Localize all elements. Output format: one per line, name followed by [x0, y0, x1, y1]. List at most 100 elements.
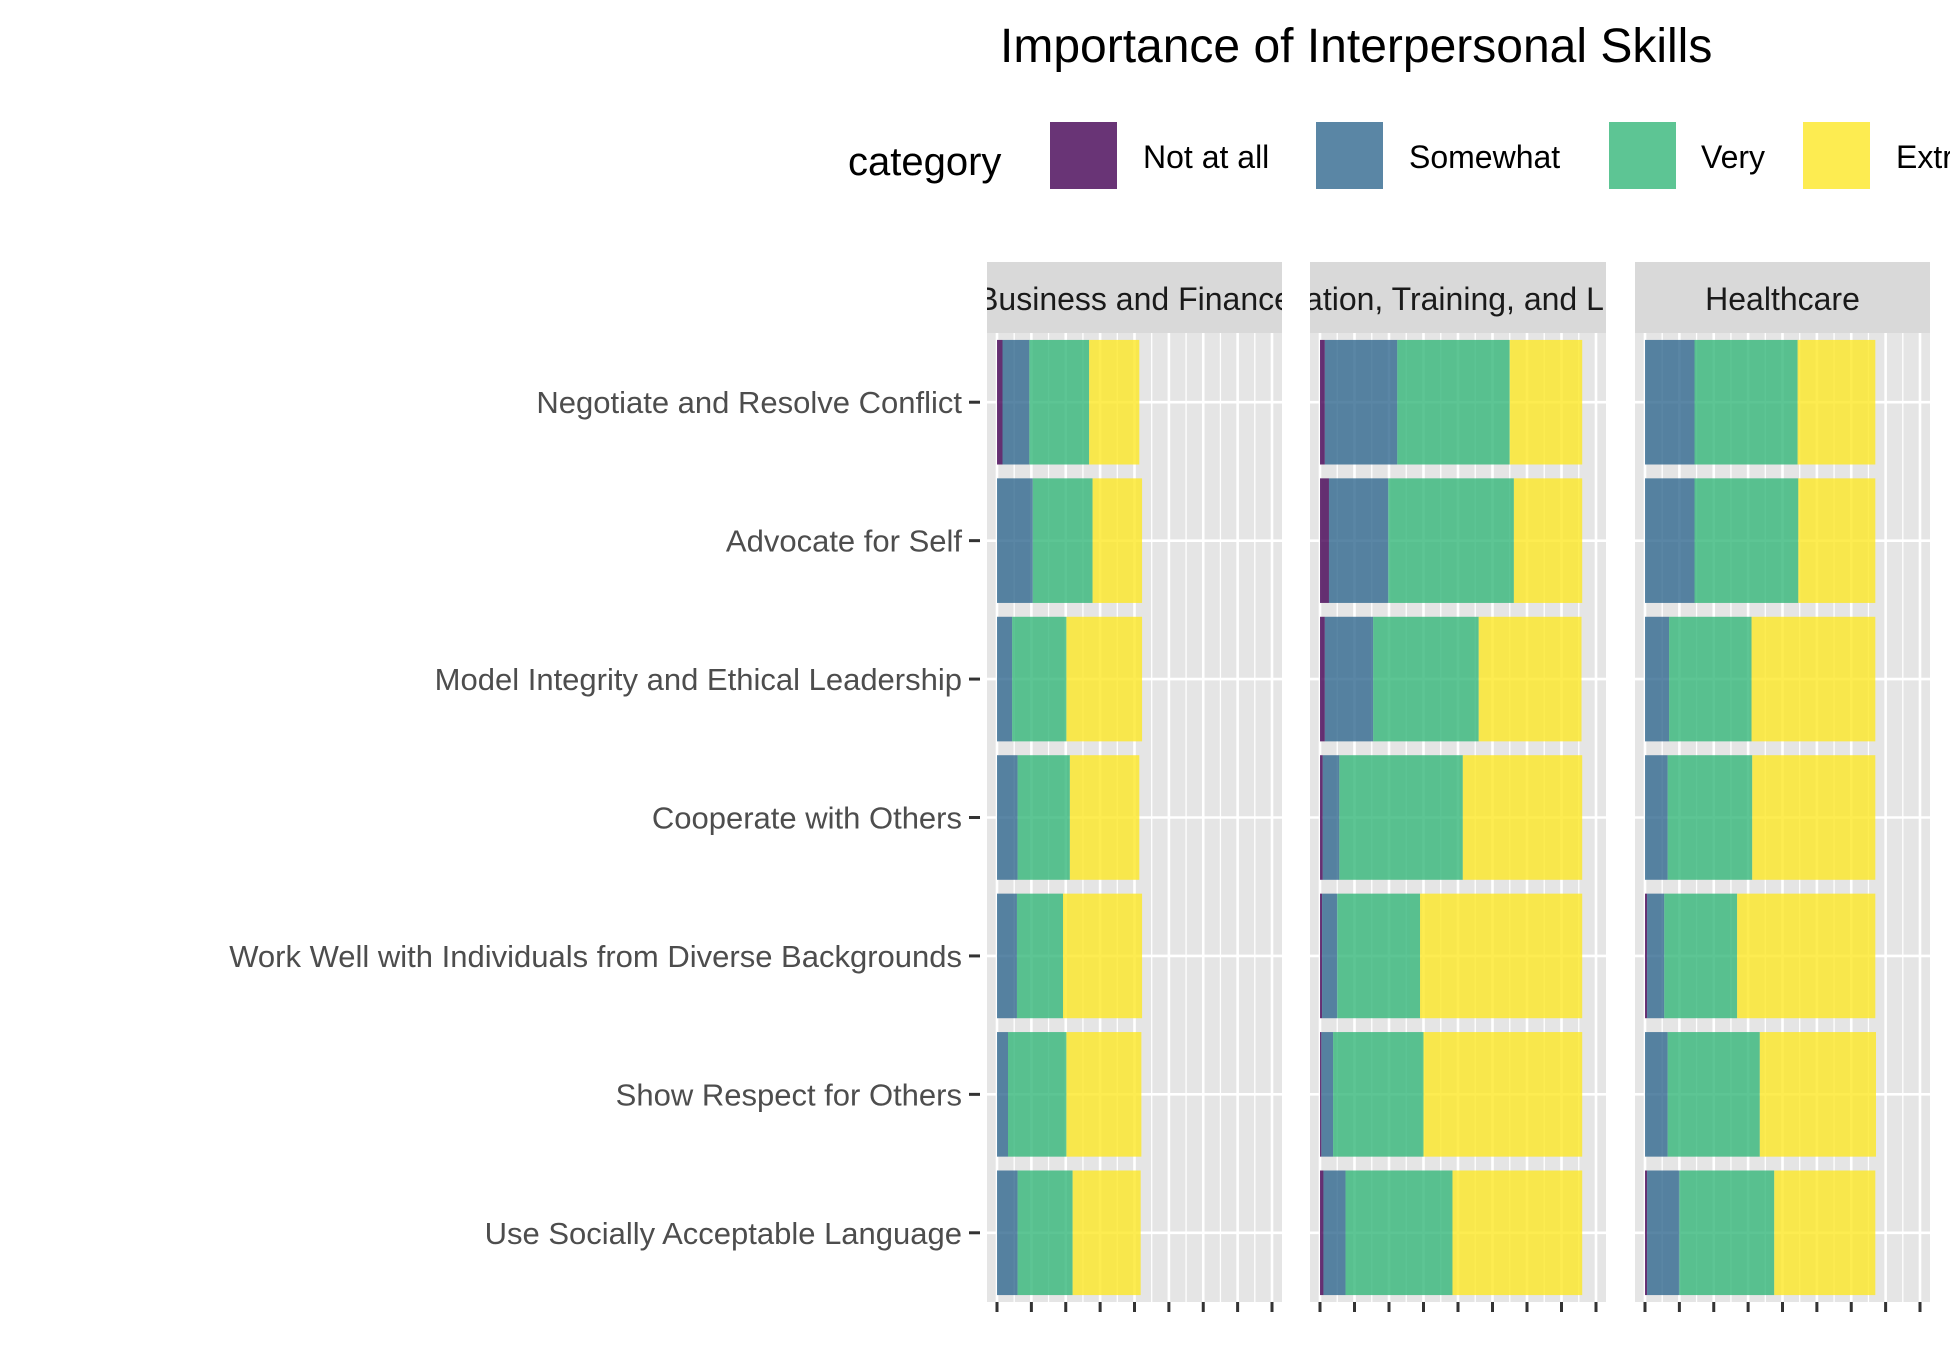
bar-extremely-work-well-with-individuals-from-diverse-backgrounds: [1420, 893, 1583, 1019]
bar-extremely-use-socially-acceptable-language: [1072, 1170, 1141, 1296]
bar-extremely-show-respect-for-others: [1759, 1032, 1876, 1157]
panel-business-and-finance: Business and Finance: [977, 262, 1292, 1312]
bar-extremely-use-socially-acceptable-language: [1452, 1170, 1583, 1296]
bar-very-cooperate-with-others: [1667, 755, 1753, 880]
legend-label-not-at-all: Not at all: [1143, 139, 1269, 175]
y-tick-label-model-integrity-and-ethical-leadership: Model Integrity and Ethical Leadership: [435, 662, 962, 697]
bar-somewhat-cooperate-with-others: [997, 755, 1018, 880]
bar-very-advocate-for-self: [1032, 478, 1093, 603]
bar-somewhat-show-respect-for-others: [1321, 1032, 1334, 1157]
bar-very-show-respect-for-others: [1667, 1032, 1760, 1157]
bar-extremely-cooperate-with-others: [1462, 755, 1583, 880]
y-tick-label-negotiate-and-resolve-conflict: Negotiate and Resolve Conflict: [536, 385, 962, 420]
bar-somewhat-advocate-for-self: [1645, 478, 1695, 603]
bar-somewhat-advocate-for-self: [1328, 478, 1389, 603]
panel-education-training-and-library: Education, Training, and Library: [1232, 262, 1684, 1312]
bar-very-model-integrity-and-ethical-leadership: [1669, 616, 1752, 742]
y-tick-label-show-respect-for-others: Show Respect for Others: [616, 1077, 962, 1112]
bar-extremely-negotiate-and-resolve-conflict: [1797, 339, 1876, 465]
bar-somewhat-show-respect-for-others: [1645, 1032, 1668, 1157]
facet-label-education-training-and-library: Education, Training, and Library: [1232, 281, 1684, 317]
facet-strip: [1310, 262, 1606, 333]
bar-very-model-integrity-and-ethical-leadership: [1373, 616, 1479, 742]
legend-label-somewhat: Somewhat: [1409, 139, 1560, 175]
bar-not-at-all-advocate-for-self: [1320, 478, 1329, 603]
bar-somewhat-negotiate-and-resolve-conflict: [1002, 339, 1030, 465]
bar-somewhat-model-integrity-and-ethical-leadership: [997, 616, 1013, 742]
bar-extremely-model-integrity-and-ethical-leadership: [1478, 616, 1582, 742]
bar-extremely-model-integrity-and-ethical-leadership: [1066, 616, 1143, 742]
bar-very-cooperate-with-others: [1339, 755, 1463, 880]
bar-not-at-all-negotiate-and-resolve-conflict: [1320, 339, 1325, 465]
facet-strip: [1635, 262, 1930, 333]
legend-key-very: [1609, 122, 1676, 189]
y-tick-label-advocate-for-self: Advocate for Self: [726, 524, 962, 559]
bar-not-at-all-use-socially-acceptable-language: [1320, 1170, 1324, 1296]
bar-somewhat-use-socially-acceptable-language: [1647, 1170, 1680, 1296]
bar-extremely-cooperate-with-others: [1069, 755, 1140, 880]
bar-somewhat-advocate-for-self: [997, 478, 1033, 603]
bar-somewhat-cooperate-with-others: [1645, 755, 1668, 880]
bar-very-use-socially-acceptable-language: [1345, 1170, 1453, 1296]
bar-very-work-well-with-individuals-from-diverse-backgrounds: [1016, 893, 1063, 1019]
legend-key-extremely: [1803, 122, 1870, 189]
bar-not-at-all-work-well-with-individuals-from-diverse-backgrounds: [1645, 893, 1648, 1019]
bar-extremely-negotiate-and-resolve-conflict: [1089, 339, 1140, 465]
bar-very-work-well-with-individuals-from-diverse-backgrounds: [1664, 893, 1738, 1019]
y-tick-label-work-well-with-individuals-from-diverse-backgrounds: Work Well with Individuals from Diverse …: [229, 939, 962, 974]
bar-very-use-socially-acceptable-language: [1017, 1170, 1073, 1296]
legend: category Not at all Somewhat Very Extremely: [848, 122, 1950, 189]
bar-extremely-work-well-with-individuals-from-diverse-backgrounds: [1063, 893, 1143, 1019]
bar-somewhat-model-integrity-and-ethical-leadership: [1645, 616, 1670, 742]
facet-label-healthcare: Healthcare: [1705, 281, 1860, 317]
bar-somewhat-use-socially-acceptable-language: [997, 1170, 1018, 1296]
bar-very-advocate-for-self: [1694, 478, 1799, 603]
y-tick-label-cooperate-with-others: Cooperate with Others: [652, 801, 962, 836]
bar-extremely-show-respect-for-others: [1066, 1032, 1142, 1157]
bar-not-at-all-negotiate-and-resolve-conflict: [997, 339, 1003, 465]
legend-label-very: Very: [1701, 139, 1765, 175]
bar-extremely-work-well-with-individuals-from-diverse-backgrounds: [1737, 893, 1876, 1019]
bar-somewhat-work-well-with-individuals-from-diverse-backgrounds: [1647, 893, 1665, 1019]
bar-somewhat-negotiate-and-resolve-conflict: [1324, 339, 1398, 465]
bar-not-at-all-model-integrity-and-ethical-leadership: [1320, 616, 1325, 742]
legend-label-extremely: Extremely: [1896, 139, 1950, 175]
panel-healthcare: Healthcare: [1635, 262, 1930, 1312]
bar-very-negotiate-and-resolve-conflict: [1397, 339, 1510, 465]
bar-somewhat-work-well-with-individuals-from-diverse-backgrounds: [1322, 893, 1338, 1019]
bar-not-at-all-show-respect-for-others: [1320, 1032, 1322, 1157]
bar-extremely-show-respect-for-others: [1423, 1032, 1583, 1157]
bar-somewhat-use-socially-acceptable-language: [1323, 1170, 1346, 1296]
y-tick-label-use-socially-acceptable-language: Use Socially Acceptable Language: [485, 1216, 962, 1251]
bar-not-at-all-work-well-with-individuals-from-diverse-backgrounds: [1320, 893, 1323, 1019]
bar-somewhat-negotiate-and-resolve-conflict: [1645, 339, 1695, 465]
bar-somewhat-cooperate-with-others: [1322, 755, 1340, 880]
bar-not-at-all-use-socially-acceptable-language: [1645, 1170, 1648, 1296]
bar-somewhat-work-well-with-individuals-from-diverse-backgrounds: [997, 893, 1017, 1019]
facet-strip: [987, 262, 1282, 333]
bar-very-show-respect-for-others: [1008, 1032, 1067, 1157]
bar-very-negotiate-and-resolve-conflict: [1029, 339, 1090, 465]
bar-extremely-negotiate-and-resolve-conflict: [1509, 339, 1583, 465]
bar-very-model-integrity-and-ethical-leadership: [1012, 616, 1067, 742]
bar-very-advocate-for-self: [1388, 478, 1514, 603]
bar-very-show-respect-for-others: [1333, 1032, 1424, 1157]
bar-extremely-advocate-for-self: [1513, 478, 1583, 603]
legend-key-not-at-all: [1050, 122, 1117, 189]
bar-extremely-use-socially-acceptable-language: [1774, 1170, 1876, 1296]
bar-extremely-advocate-for-self: [1798, 478, 1876, 603]
facet-label-business-and-finance: Business and Finance: [977, 281, 1292, 317]
legend-key-somewhat: [1316, 122, 1383, 189]
bar-very-negotiate-and-resolve-conflict: [1694, 339, 1798, 465]
bar-somewhat-model-integrity-and-ethical-leadership: [1324, 616, 1374, 742]
chart-title: Importance of Interpersonal Skills: [1000, 20, 1712, 73]
bar-very-use-socially-acceptable-language: [1679, 1170, 1775, 1296]
legend-title: category: [848, 140, 1001, 184]
bar-somewhat-show-respect-for-others: [997, 1032, 1008, 1157]
bar-very-work-well-with-individuals-from-diverse-backgrounds: [1337, 893, 1421, 1019]
bar-extremely-cooperate-with-others: [1752, 755, 1876, 880]
bar-extremely-model-integrity-and-ethical-leadership: [1751, 616, 1876, 742]
bar-not-at-all-cooperate-with-others: [1320, 755, 1323, 880]
